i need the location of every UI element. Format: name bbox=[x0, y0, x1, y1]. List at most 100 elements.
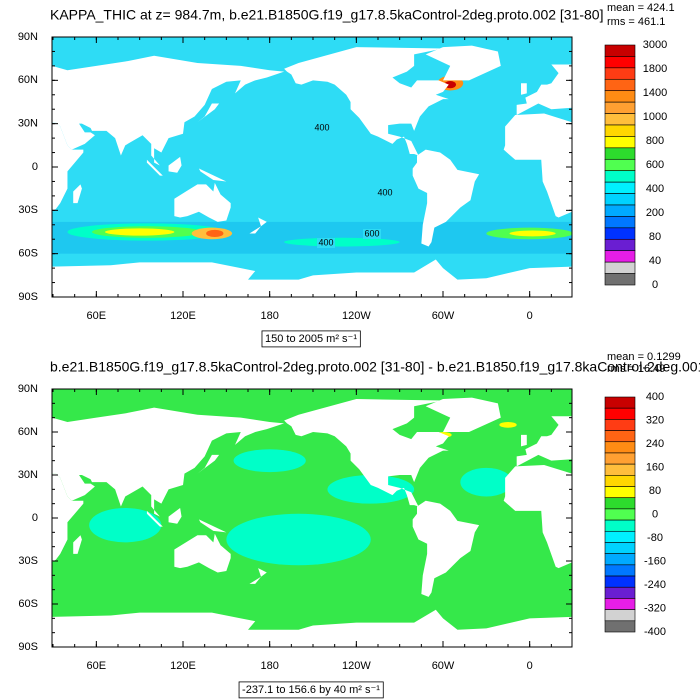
lon-label: 60W bbox=[432, 660, 455, 672]
colorbar-box bbox=[604, 124, 636, 137]
colorbar-box bbox=[604, 620, 636, 633]
colorbar-box bbox=[604, 463, 636, 476]
colorbar-label: -240 bbox=[644, 579, 666, 591]
lat-label: 90S bbox=[18, 641, 38, 653]
panel-title: KAPPA_THIC at z= 984.7m, b.e21.B1850G.f1… bbox=[50, 7, 604, 23]
lon-label: 120W bbox=[342, 310, 371, 322]
map-panel: b.e21.B1850G.f19_g17.8.5kaControl-2deg.p… bbox=[18, 351, 700, 699]
colorbar-box bbox=[604, 475, 636, 487]
contour-label: 600 bbox=[364, 228, 379, 238]
range-label: -237.1 to 156.6 by 40 m² s⁻¹ bbox=[242, 684, 380, 696]
lon-label: 180 bbox=[260, 660, 278, 672]
colorbar-box bbox=[604, 56, 636, 69]
lon-label: 120E bbox=[170, 310, 196, 322]
lon-label: 0 bbox=[527, 310, 533, 322]
contour-label-bg bbox=[376, 188, 394, 198]
lon-label: 120W bbox=[342, 660, 371, 672]
range-label: 150 to 2005 m² s⁻¹ bbox=[265, 333, 357, 345]
colorbar-label: 400 bbox=[646, 391, 664, 403]
lat-label: 0 bbox=[32, 512, 38, 524]
colorbar-label: 3000 bbox=[643, 39, 667, 51]
contour-label-bg bbox=[313, 123, 331, 133]
panel-stat: rms = 16.49 bbox=[607, 363, 665, 375]
colorbar-box bbox=[604, 158, 636, 172]
colorbar-label: 80 bbox=[649, 231, 661, 243]
lat-label: 30N bbox=[18, 118, 38, 130]
colorbar-label: 0 bbox=[652, 279, 658, 291]
contour-label-bg bbox=[317, 238, 335, 248]
colorbar-box bbox=[604, 238, 636, 252]
panel-stat: mean = 0.1299 bbox=[607, 351, 681, 363]
colorbar-box bbox=[604, 441, 636, 454]
colorbar-label: 0 bbox=[652, 508, 658, 520]
lat-label: 60N bbox=[18, 74, 38, 86]
colorbar-box bbox=[604, 497, 636, 510]
lon-label: 180 bbox=[260, 310, 278, 322]
contour-label: 400 bbox=[318, 237, 333, 247]
colorbar-box bbox=[604, 181, 636, 194]
colorbar-label: 1000 bbox=[643, 111, 667, 123]
colorbar-label: 1800 bbox=[643, 63, 667, 75]
lat-label: 60S bbox=[18, 248, 38, 260]
lon-label: 0 bbox=[527, 660, 533, 672]
colorbar-box bbox=[604, 136, 636, 149]
colorbar-box bbox=[604, 273, 636, 286]
map-area bbox=[52, 37, 572, 297]
colorbar-box bbox=[604, 530, 636, 543]
colorbar-box bbox=[604, 216, 636, 229]
lat-label: 30S bbox=[18, 204, 38, 216]
lat-label: 0 bbox=[32, 161, 38, 173]
colorbar-box bbox=[604, 575, 636, 588]
colorbar-box bbox=[604, 113, 636, 126]
map-panel: KAPPA_THIC at z= 984.7m, b.e21.B1850G.f1… bbox=[18, 2, 675, 348]
colorbar-label: 1400 bbox=[643, 87, 667, 99]
colorbar-label: 80 bbox=[649, 485, 661, 497]
colorbar-box bbox=[604, 101, 636, 114]
colorbar-box bbox=[604, 508, 636, 521]
colorbar-box bbox=[604, 67, 636, 80]
colorbar-label: -400 bbox=[644, 626, 666, 638]
colorbar-box bbox=[604, 598, 636, 610]
colorbar-box bbox=[604, 486, 636, 499]
lon-label: 60E bbox=[87, 660, 107, 672]
colorbar-label: -320 bbox=[644, 602, 666, 614]
colorbar-label: 240 bbox=[646, 438, 664, 450]
colorbar-box bbox=[604, 193, 636, 206]
colorbar-label: 320 bbox=[646, 414, 664, 426]
colorbar-box bbox=[604, 519, 636, 532]
colorbar-label: 40 bbox=[649, 255, 661, 267]
colorbar-box bbox=[604, 553, 636, 566]
lat-label: 60S bbox=[18, 598, 38, 610]
map-area bbox=[52, 389, 572, 647]
lon-label: 60E bbox=[87, 310, 107, 322]
colorbar-label: -160 bbox=[644, 555, 666, 567]
lat-label: 90N bbox=[18, 31, 38, 43]
panel-stat: rms = 461.1 bbox=[607, 16, 665, 28]
colorbar-box bbox=[604, 90, 636, 103]
colorbar-box bbox=[604, 542, 636, 554]
lat-label: 60N bbox=[18, 426, 38, 438]
panel-stat: mean = 424.1 bbox=[607, 2, 675, 14]
colorbar-box bbox=[604, 44, 636, 57]
colorbar-box bbox=[604, 78, 636, 92]
colorbar-box bbox=[604, 452, 636, 465]
colorbar-box bbox=[604, 430, 636, 443]
contour-label: 400 bbox=[314, 122, 329, 132]
colorbar-box bbox=[604, 250, 636, 263]
colorbar-box bbox=[604, 204, 636, 217]
colorbar-label: 160 bbox=[646, 461, 664, 473]
colorbar-label: -80 bbox=[647, 532, 663, 544]
range-box bbox=[261, 330, 361, 348]
contour-label-bg bbox=[363, 229, 381, 239]
lat-label: 90S bbox=[18, 291, 38, 303]
colorbar-box bbox=[604, 170, 636, 183]
colorbar-box bbox=[604, 609, 636, 622]
colorbar-box bbox=[604, 227, 636, 240]
panel-title: b.e21.B1850G.f19_g17.8.5kaControl-2deg.p… bbox=[50, 359, 700, 375]
colorbar-box bbox=[604, 147, 636, 160]
colorbar-label: 400 bbox=[646, 183, 664, 195]
colorbar-label: 600 bbox=[646, 159, 664, 171]
lat-label: 30S bbox=[18, 555, 38, 567]
